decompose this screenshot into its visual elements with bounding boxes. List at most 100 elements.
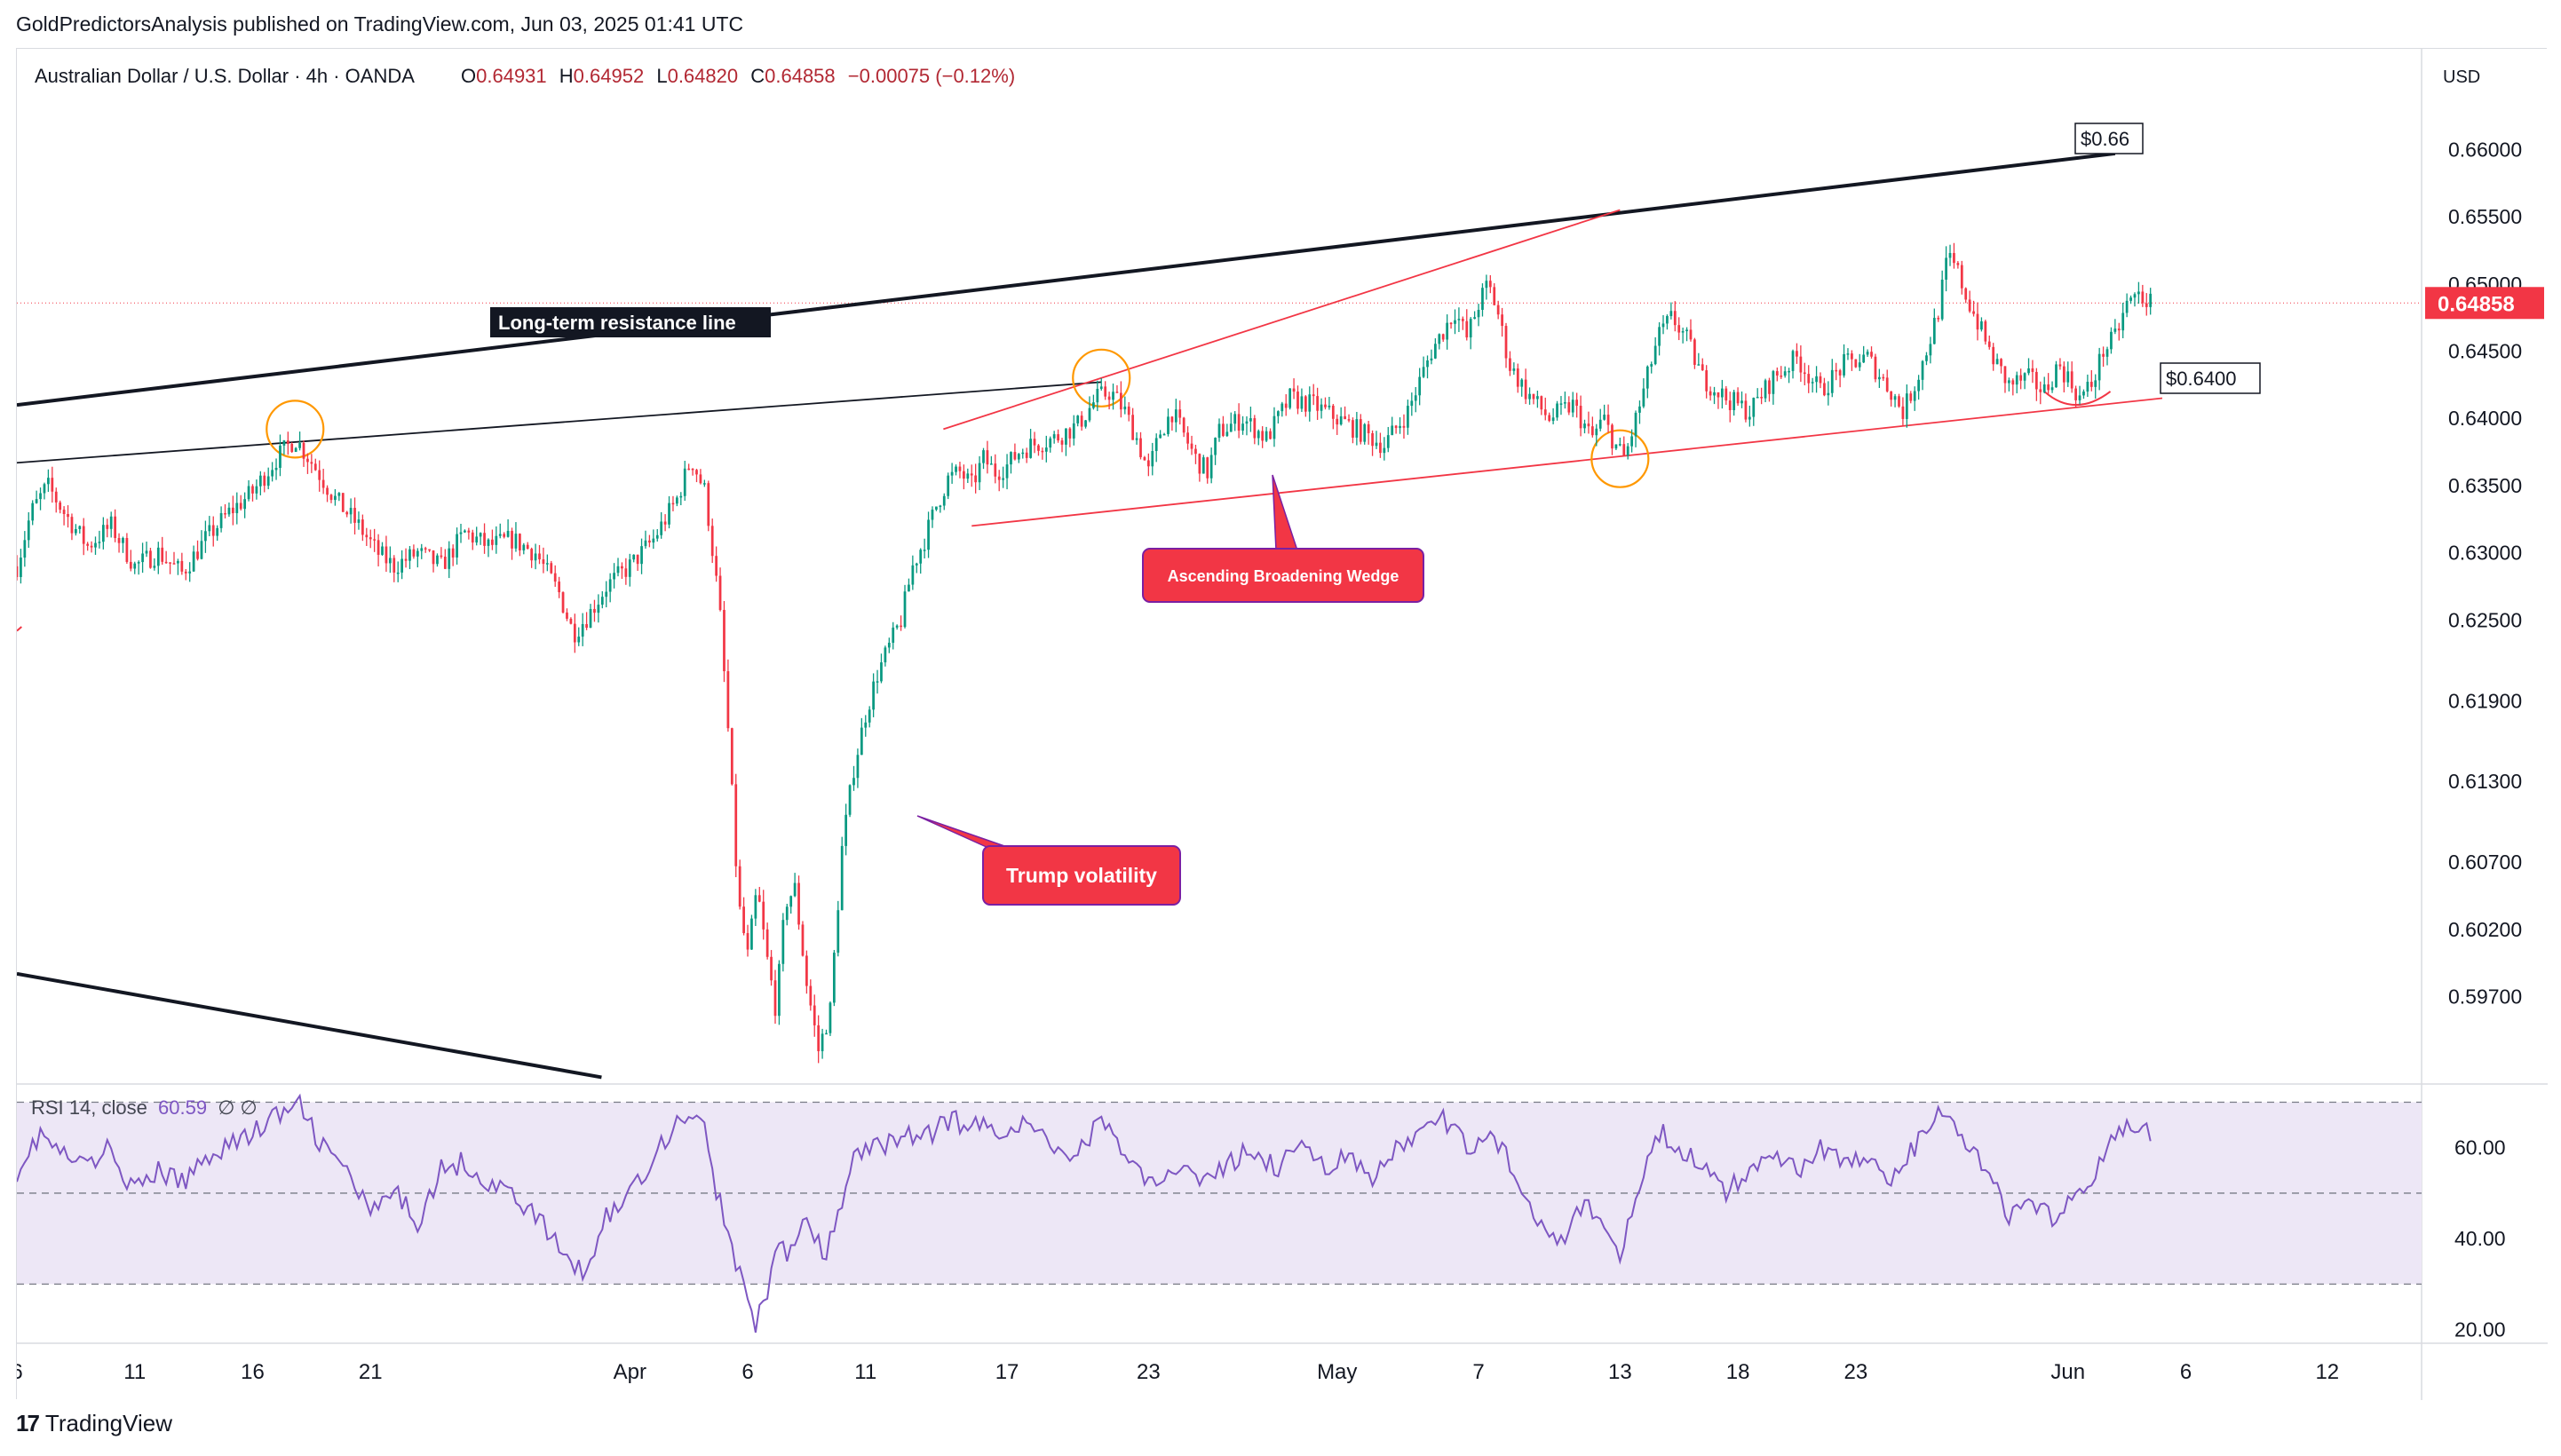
candle-body bbox=[1363, 423, 1367, 442]
candle bbox=[742, 897, 745, 936]
candle bbox=[974, 463, 978, 494]
candle-body bbox=[581, 623, 584, 637]
candle-body bbox=[1595, 428, 1598, 436]
currency-label[interactable]: USD bbox=[2443, 67, 2480, 87]
candle-body bbox=[813, 1005, 816, 1025]
candle-body bbox=[1209, 455, 1213, 479]
candle-body bbox=[734, 784, 738, 866]
candle-body bbox=[1229, 423, 1233, 432]
candle-body bbox=[1940, 280, 1944, 320]
candle bbox=[483, 523, 486, 554]
candle bbox=[911, 555, 915, 590]
candle-body bbox=[1603, 415, 1606, 420]
candle-body bbox=[1190, 443, 1193, 449]
candle bbox=[98, 530, 101, 549]
candle bbox=[17, 555, 19, 581]
candle-body bbox=[1661, 323, 1665, 328]
candle bbox=[644, 530, 647, 549]
candle bbox=[404, 548, 408, 568]
time-tick-label: 11 bbox=[123, 1360, 146, 1384]
candle-body bbox=[1666, 316, 1669, 324]
candle-body bbox=[404, 558, 408, 561]
candle-body bbox=[1422, 367, 1425, 377]
candle bbox=[1940, 270, 1944, 321]
candle bbox=[1901, 397, 1905, 426]
candle bbox=[475, 526, 479, 546]
candle bbox=[2042, 376, 2046, 394]
candle bbox=[982, 447, 985, 470]
candle-body bbox=[156, 547, 160, 566]
candle bbox=[67, 505, 69, 528]
candle bbox=[1021, 448, 1025, 459]
candle-body bbox=[471, 532, 474, 543]
candle-body bbox=[290, 444, 294, 452]
candle-body bbox=[1862, 354, 1866, 363]
candle-body bbox=[302, 442, 305, 459]
candle-body bbox=[1575, 400, 1579, 407]
candle-body bbox=[1005, 464, 1009, 479]
candle bbox=[1556, 400, 1558, 421]
candle bbox=[1225, 423, 1229, 438]
candle bbox=[90, 541, 93, 553]
candle bbox=[329, 494, 333, 503]
candle bbox=[1524, 368, 1527, 405]
candle-body bbox=[1799, 356, 1803, 373]
candle-body bbox=[1316, 396, 1319, 411]
resistance-label-text: Long-term resistance line bbox=[498, 312, 736, 334]
candle-body bbox=[1060, 440, 1064, 445]
candle-body bbox=[1945, 257, 1947, 281]
candle-body bbox=[1371, 432, 1374, 447]
candle-body bbox=[443, 557, 447, 569]
candle bbox=[887, 637, 891, 653]
candle-body bbox=[1677, 325, 1681, 333]
candle-body bbox=[318, 470, 321, 480]
candle bbox=[1371, 430, 1374, 456]
candle-body bbox=[1689, 329, 1693, 340]
candle bbox=[1878, 368, 1881, 389]
candle bbox=[872, 673, 875, 717]
candle bbox=[1198, 453, 1201, 482]
candle bbox=[59, 500, 62, 514]
candle-body bbox=[1721, 388, 1724, 398]
candle-body bbox=[1449, 322, 1453, 325]
candle bbox=[1937, 315, 1940, 322]
candle-body bbox=[621, 566, 623, 569]
candle bbox=[1504, 322, 1508, 368]
candle bbox=[1391, 416, 1394, 436]
candle bbox=[1186, 426, 1189, 450]
candle bbox=[345, 510, 349, 518]
chart-frame[interactable]: Long-term resistance line $0.66 $0.6400 Asc… bbox=[16, 48, 2548, 1400]
long-term-support-line bbox=[17, 971, 602, 1080]
candle-body bbox=[219, 512, 223, 528]
volatility-callout-text: Trump volatility bbox=[1006, 864, 1157, 887]
candle bbox=[695, 469, 698, 483]
candle-body bbox=[1076, 415, 1080, 423]
candle bbox=[1509, 351, 1511, 376]
candle bbox=[459, 523, 463, 543]
candle bbox=[1410, 392, 1414, 416]
candle bbox=[1002, 466, 1005, 488]
candle-body bbox=[927, 519, 930, 550]
candle bbox=[1488, 274, 1492, 294]
candle-body bbox=[1386, 435, 1390, 448]
candle-body bbox=[1461, 319, 1464, 321]
candle bbox=[1092, 394, 1095, 410]
tradingview-footer[interactable]: 17 TradingView bbox=[16, 1410, 172, 1437]
candle bbox=[1890, 391, 1893, 407]
candle-body bbox=[1261, 431, 1265, 441]
candle bbox=[1280, 401, 1284, 417]
candle-body bbox=[1131, 415, 1135, 440]
price-tick-label: 0.62500 bbox=[2448, 608, 2522, 631]
candle-body bbox=[101, 525, 105, 542]
candle-body bbox=[836, 910, 840, 954]
candle-body bbox=[1598, 419, 1602, 429]
candle-body bbox=[982, 450, 985, 463]
candle-body bbox=[1159, 434, 1162, 439]
candle bbox=[1960, 260, 1963, 295]
candle-body bbox=[464, 530, 466, 533]
candle-body bbox=[1414, 395, 1417, 401]
candle bbox=[1760, 387, 1763, 405]
candle-body bbox=[1536, 396, 1539, 400]
candle-body bbox=[687, 468, 691, 471]
candle-body bbox=[809, 985, 813, 1006]
